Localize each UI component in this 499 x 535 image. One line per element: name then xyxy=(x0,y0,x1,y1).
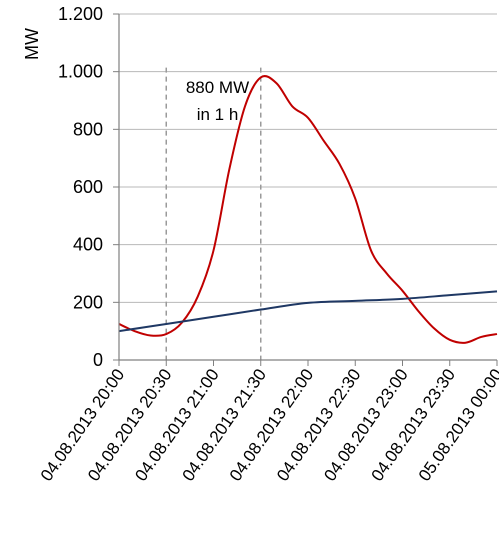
annotation: 880 MW in 1 h xyxy=(186,78,249,124)
y-tick-label: 0 xyxy=(93,350,103,370)
annotation-text-line: 880 MW xyxy=(186,78,249,97)
x-tick-label: 04.08.2013 20:00 xyxy=(37,365,128,484)
axes xyxy=(118,14,498,366)
annotation-lines xyxy=(165,67,262,360)
y-tick-label: 1.200 xyxy=(58,4,103,24)
x-tick-label: 04.08.2013 22:30 xyxy=(273,365,364,484)
x-tick-label: 05.08.2013 00:00 xyxy=(415,365,499,484)
x-tick-label: 04.08.2013 21:00 xyxy=(131,365,222,484)
series-lines xyxy=(118,75,498,344)
y-tick-label: 200 xyxy=(73,292,103,312)
y-axis-label: MW xyxy=(22,28,42,60)
x-tick-label: 04.08.2013 23:30 xyxy=(368,365,459,484)
gridlines xyxy=(113,13,497,361)
y-tick-label: 600 xyxy=(73,177,103,197)
x-tick-label: 04.08.2013 23:00 xyxy=(320,365,411,484)
y-tick-label: 800 xyxy=(73,119,103,139)
series-line-2 xyxy=(118,290,498,333)
x-tick-label: 04.08.2013 22:00 xyxy=(226,365,317,484)
y-tick-label: 400 xyxy=(73,235,103,255)
x-tick-label: 04.08.2013 21:30 xyxy=(179,365,270,484)
x-tick-label: 04.08.2013 20:30 xyxy=(84,365,175,484)
annotation-text-line: in 1 h xyxy=(197,105,239,124)
y-tick-labels: 0 200 400 600 800 1.000 1.200 xyxy=(58,4,103,370)
y-tick-label: 1.000 xyxy=(58,62,103,82)
